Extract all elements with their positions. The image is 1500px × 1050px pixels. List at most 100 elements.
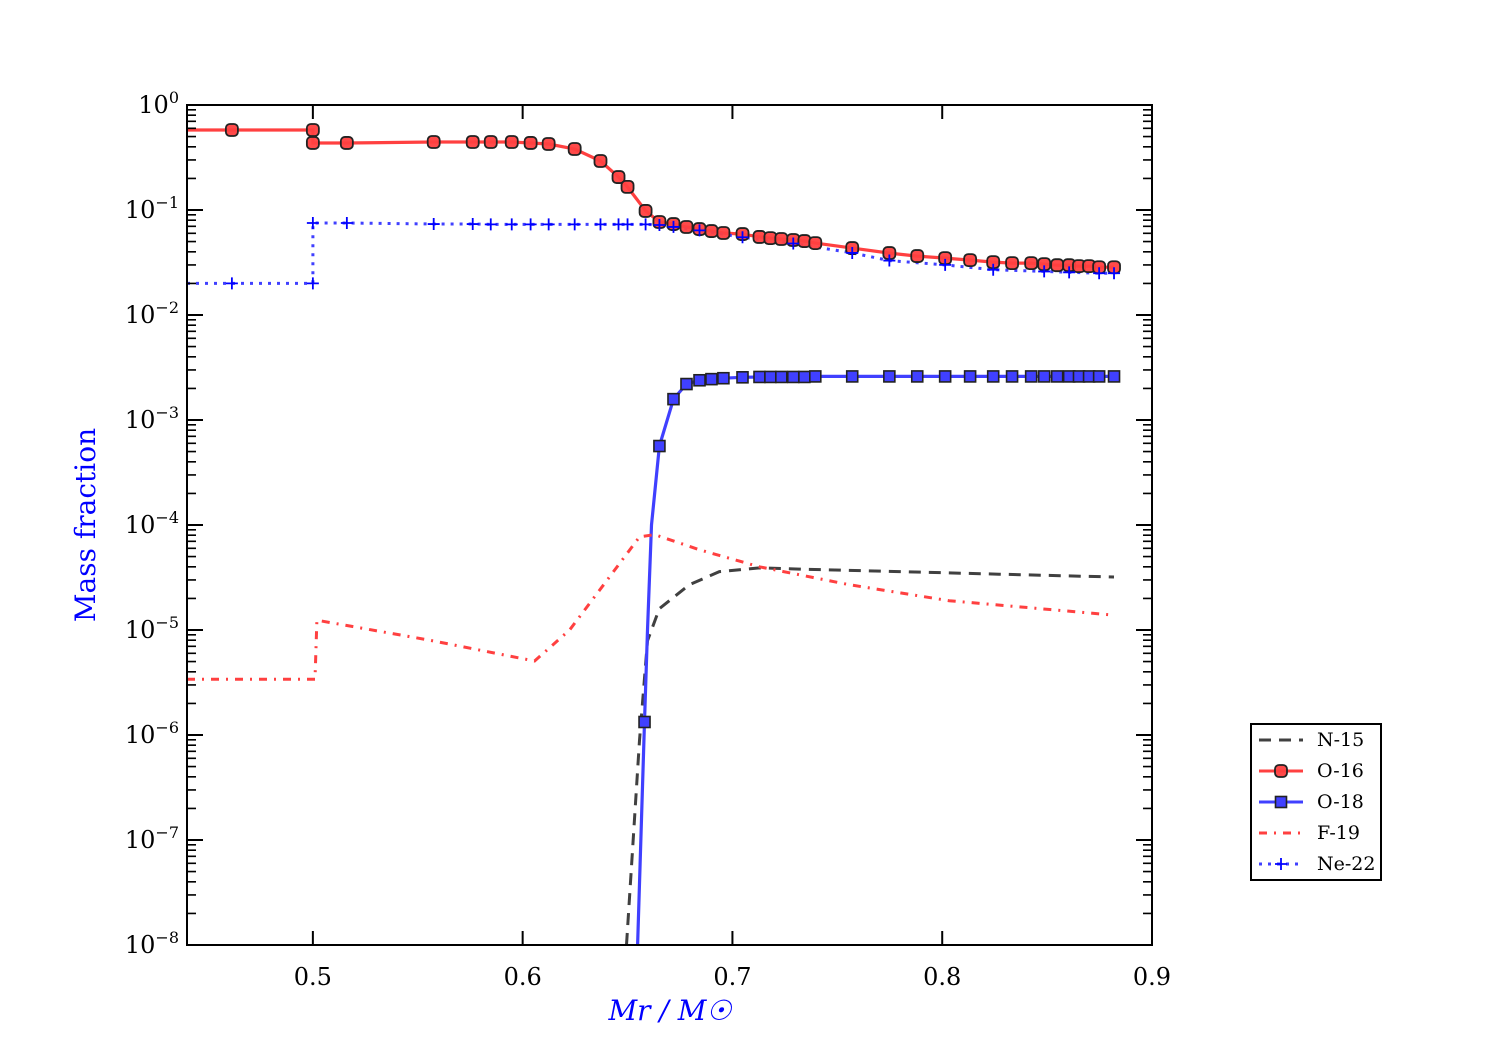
marker-o-16 xyxy=(620,179,635,194)
y-tick-label: 10−6 xyxy=(125,718,179,749)
y-tick-base: 10 xyxy=(138,91,169,119)
marker-o-18 xyxy=(1050,370,1064,383)
legend: N-15 O-16 O-18 F-19 Ne-22 xyxy=(1250,723,1382,881)
marker-o-18 xyxy=(1005,370,1019,383)
marker-ne-22 xyxy=(621,218,634,231)
marker-o-16 xyxy=(679,220,694,234)
marker-o-18 xyxy=(798,370,811,384)
marker-o-18 xyxy=(786,370,800,384)
marker-ne-22 xyxy=(693,224,706,237)
marker-o-16 xyxy=(305,123,320,137)
marker-o-16 xyxy=(611,170,626,184)
y-tick-label: 10−8 xyxy=(125,928,179,959)
marker-o-18 xyxy=(638,715,651,729)
series-markers xyxy=(224,123,1121,729)
y-tick-exponent: −4 xyxy=(155,508,179,527)
marker-ne-22 xyxy=(484,218,497,231)
x-axis-label: Mr / M☉ xyxy=(607,994,733,1027)
y-tick-base: 10 xyxy=(125,406,156,434)
marker-ne-22 xyxy=(225,277,238,290)
y-tick-label: 100 xyxy=(138,88,179,119)
series-line-o-18 xyxy=(636,374,1114,945)
marker-o-18 xyxy=(653,439,666,453)
marker-ne-22 xyxy=(306,277,319,290)
legend-label-n-15: N-15 xyxy=(1317,729,1364,751)
y-tick-label: 10−7 xyxy=(125,823,179,854)
marker-o-18 xyxy=(764,370,777,384)
y-tick-exponent: −3 xyxy=(155,403,179,422)
marker-o-16 xyxy=(808,236,823,250)
series-line-ne-22 xyxy=(187,221,1114,285)
y-tick-exponent: −7 xyxy=(155,823,179,842)
marker-o-16 xyxy=(305,136,320,150)
x-tick-label: 0.8 xyxy=(923,963,961,991)
marker-ne-22 xyxy=(987,263,1000,276)
legend-marker-ne-22 xyxy=(1275,858,1287,870)
marker-ne-22 xyxy=(639,218,652,231)
marker-o-18 xyxy=(808,370,822,383)
marker-o-18 xyxy=(910,370,924,383)
x-tick-label: 0.7 xyxy=(713,963,751,991)
marker-o-18 xyxy=(736,371,749,384)
series-lines xyxy=(187,128,1115,945)
y-tick-base: 10 xyxy=(125,721,156,749)
marker-ne-22 xyxy=(736,231,749,244)
marker-o-18 xyxy=(753,370,766,384)
marker-ne-22 xyxy=(883,254,896,267)
y-tick-exponent: −2 xyxy=(155,298,179,317)
marker-o-16 xyxy=(1050,258,1065,273)
marker-ne-22 xyxy=(466,218,479,231)
y-axis-label: Mass fraction xyxy=(69,428,102,622)
y-tick-label: 10−4 xyxy=(125,508,179,539)
marker-o-18 xyxy=(938,370,952,383)
y-tick-base: 10 xyxy=(125,616,156,644)
marker-o-16 xyxy=(224,123,239,137)
marker-o-16 xyxy=(567,142,582,156)
y-tick-exponent: −1 xyxy=(155,193,179,212)
y-tick-base: 10 xyxy=(125,511,156,539)
marker-o-18 xyxy=(1024,370,1038,383)
marker-o-16 xyxy=(1024,256,1039,271)
marker-o-18 xyxy=(963,370,977,383)
series-line-o-16 xyxy=(187,128,1114,269)
marker-ne-22 xyxy=(939,258,952,271)
marker-ne-22 xyxy=(1063,266,1076,279)
y-tick-exponent: −5 xyxy=(155,613,179,632)
legend-marker-o-18 xyxy=(1274,795,1288,809)
y-tick-base: 10 xyxy=(125,826,156,854)
marker-ne-22 xyxy=(846,246,859,259)
marker-ne-22 xyxy=(524,218,537,231)
marker-ne-22 xyxy=(1108,267,1121,280)
marker-o-18 xyxy=(845,370,859,383)
marker-ne-22 xyxy=(594,218,607,231)
marker-o-18 xyxy=(693,373,706,387)
y-tick-base: 10 xyxy=(125,301,156,329)
marker-ne-22 xyxy=(542,218,555,231)
x-tick-label: 0.5 xyxy=(294,963,332,991)
axis-tick-labels: 0.5 0.6 0.7 0.8 0.910010−110−210−310−410−510… xyxy=(125,88,1171,991)
marker-ne-22 xyxy=(667,220,680,233)
marker-ne-22 xyxy=(1093,267,1106,280)
marker-o-18 xyxy=(1092,370,1106,383)
y-tick-label: 10−2 xyxy=(125,298,179,329)
marker-o-18 xyxy=(775,370,788,384)
y-tick-base: 10 xyxy=(125,931,156,959)
y-tick-label: 10−3 xyxy=(125,403,179,434)
marker-o-16 xyxy=(339,136,354,150)
marker-ne-22 xyxy=(427,218,440,231)
marker-o-18 xyxy=(1037,370,1051,383)
legend-label-ne-22: Ne-22 xyxy=(1317,853,1375,875)
y-tick-exponent: 0 xyxy=(169,88,179,107)
legend-marker-o-16 xyxy=(1274,764,1288,778)
marker-o-16 xyxy=(465,135,480,149)
y-tick-base: 10 xyxy=(125,196,156,224)
marker-o-18 xyxy=(883,370,896,383)
x-tick-label: 0.9 xyxy=(1133,963,1171,991)
y-tick-label: 10−5 xyxy=(125,613,179,644)
marker-o-18 xyxy=(1107,370,1121,383)
marker-ne-22 xyxy=(568,218,581,231)
marker-o-16 xyxy=(483,135,498,149)
marker-o-18 xyxy=(986,370,1000,383)
marker-ne-22 xyxy=(505,218,518,231)
